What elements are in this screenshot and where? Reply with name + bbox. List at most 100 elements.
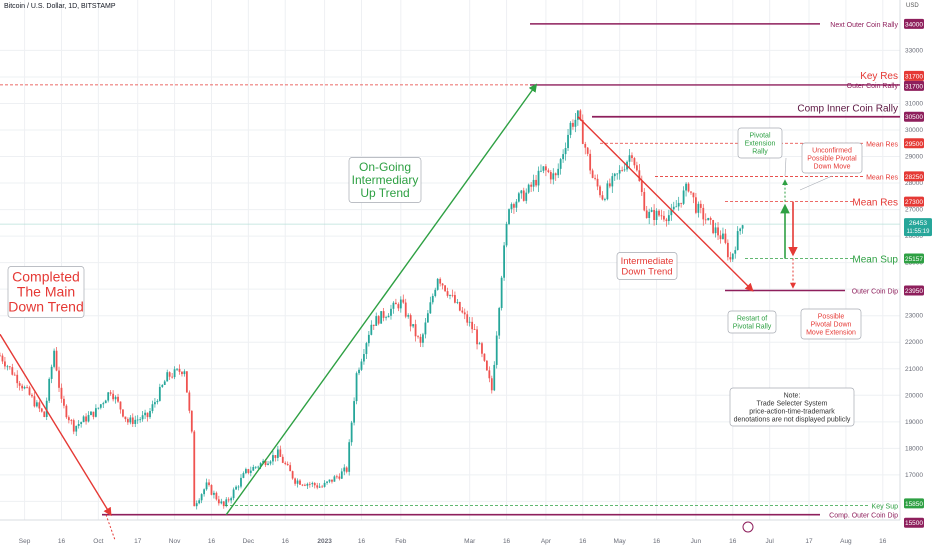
badge-30500-text: 30500: [905, 114, 923, 121]
candle-body: [1, 355, 4, 362]
candle-body: [156, 400, 159, 403]
candle-body: [584, 143, 587, 148]
candle-body: [702, 207, 705, 220]
candle-body: [481, 343, 483, 354]
candle-body: [736, 231, 739, 251]
y-tick-label: 27000: [905, 207, 923, 214]
candle-body: [97, 407, 100, 409]
candle-body: [731, 253, 734, 260]
candle-body: [498, 308, 501, 336]
candle-body: [222, 501, 225, 507]
grid-layer: [0, 0, 900, 520]
candle-body: [707, 217, 710, 221]
candle-body: [230, 498, 233, 501]
candle-body: [205, 482, 208, 490]
candle-body: [461, 310, 464, 313]
candle-body: [717, 227, 719, 236]
callout-intermediate-down-trend-line: Down Trend: [621, 266, 672, 277]
candle-body: [640, 181, 643, 192]
badge-29500-text: 29500: [905, 141, 923, 148]
candle-body: [680, 202, 683, 204]
callout-intermediate-down-trend-box: [616, 252, 678, 280]
candle-body: [318, 486, 321, 488]
candle-body: [503, 245, 505, 278]
candle-body: [208, 482, 210, 486]
candle-body: [75, 425, 78, 432]
candle-body: [564, 148, 567, 155]
candle-body: [417, 336, 419, 338]
candle-body: [604, 199, 606, 200]
candle-body: [13, 374, 16, 376]
candle-body: [77, 424, 80, 426]
candle-body: [70, 420, 73, 421]
candle-body: [185, 371, 188, 393]
candle-body: [412, 324, 415, 327]
candle-body: [23, 387, 26, 389]
candle-body: [331, 479, 333, 482]
badge-34000: [904, 18, 924, 29]
candle-body: [126, 419, 129, 423]
candle-body: [117, 396, 119, 402]
candle-body: [434, 289, 437, 296]
candle-body: [279, 449, 282, 457]
candle-body: [26, 387, 28, 388]
candle-body: [217, 499, 220, 504]
candle-body: [272, 455, 274, 462]
candle-body: [43, 411, 46, 417]
y-tick-label: 28000: [905, 180, 923, 187]
candle-body: [562, 154, 565, 160]
candle-body: [522, 190, 525, 201]
candle-body: [286, 463, 289, 466]
badge-15500-text: 15500: [905, 520, 923, 527]
candle-body: [628, 155, 631, 162]
callout-possible-down-extension-box: [800, 308, 862, 340]
candle-body: [149, 411, 151, 418]
candle-body: [358, 369, 360, 374]
candle-body: [50, 366, 53, 379]
candle-body: [677, 202, 680, 207]
candle-body: [687, 183, 690, 192]
price-axis-panel: [900, 0, 932, 550]
callout-pivotal-extension-line: Extension: [745, 140, 776, 147]
badge-15850: [904, 498, 924, 509]
candle-body: [247, 469, 250, 473]
candle-body: [621, 170, 624, 171]
y-tick-label: 17000: [905, 472, 923, 479]
candle-body: [58, 370, 60, 388]
candle-body: [178, 368, 181, 372]
candle-body: [655, 210, 658, 220]
callout-pivotal-extension-line: Pivotal: [749, 132, 770, 139]
candle-body: [301, 484, 304, 486]
candle-body: [540, 170, 542, 172]
candle-body: [372, 324, 375, 326]
candle-body: [471, 321, 474, 330]
candle-body: [254, 466, 257, 468]
candle-body: [429, 302, 432, 314]
candle-body: [114, 396, 117, 400]
x-tick-label: Jul: [766, 538, 775, 545]
x-tick-label: 16: [653, 538, 661, 545]
candle-body: [220, 501, 223, 504]
candle-body: [648, 211, 651, 218]
x-tick-label: 16: [879, 538, 887, 545]
candle-body: [559, 159, 562, 169]
candle-body: [734, 250, 737, 254]
candle-body: [569, 122, 572, 135]
candle-body: [441, 283, 444, 286]
candle-body: [426, 313, 429, 323]
y-tick-label: 23000: [905, 313, 923, 320]
candle-body: [552, 173, 555, 180]
candle-body: [508, 209, 510, 224]
candle-body: [340, 471, 343, 479]
trend-line-up-trend: [225, 83, 538, 516]
candle-body: [670, 209, 673, 216]
x-tick-label: Feb: [395, 538, 407, 545]
candle-body: [306, 483, 309, 486]
candle-body: [370, 324, 373, 335]
candle-body: [385, 317, 387, 319]
candle-body: [355, 373, 358, 402]
callout-unconfirmed-down-move-box: [801, 142, 863, 174]
candle-body: [67, 417, 70, 421]
